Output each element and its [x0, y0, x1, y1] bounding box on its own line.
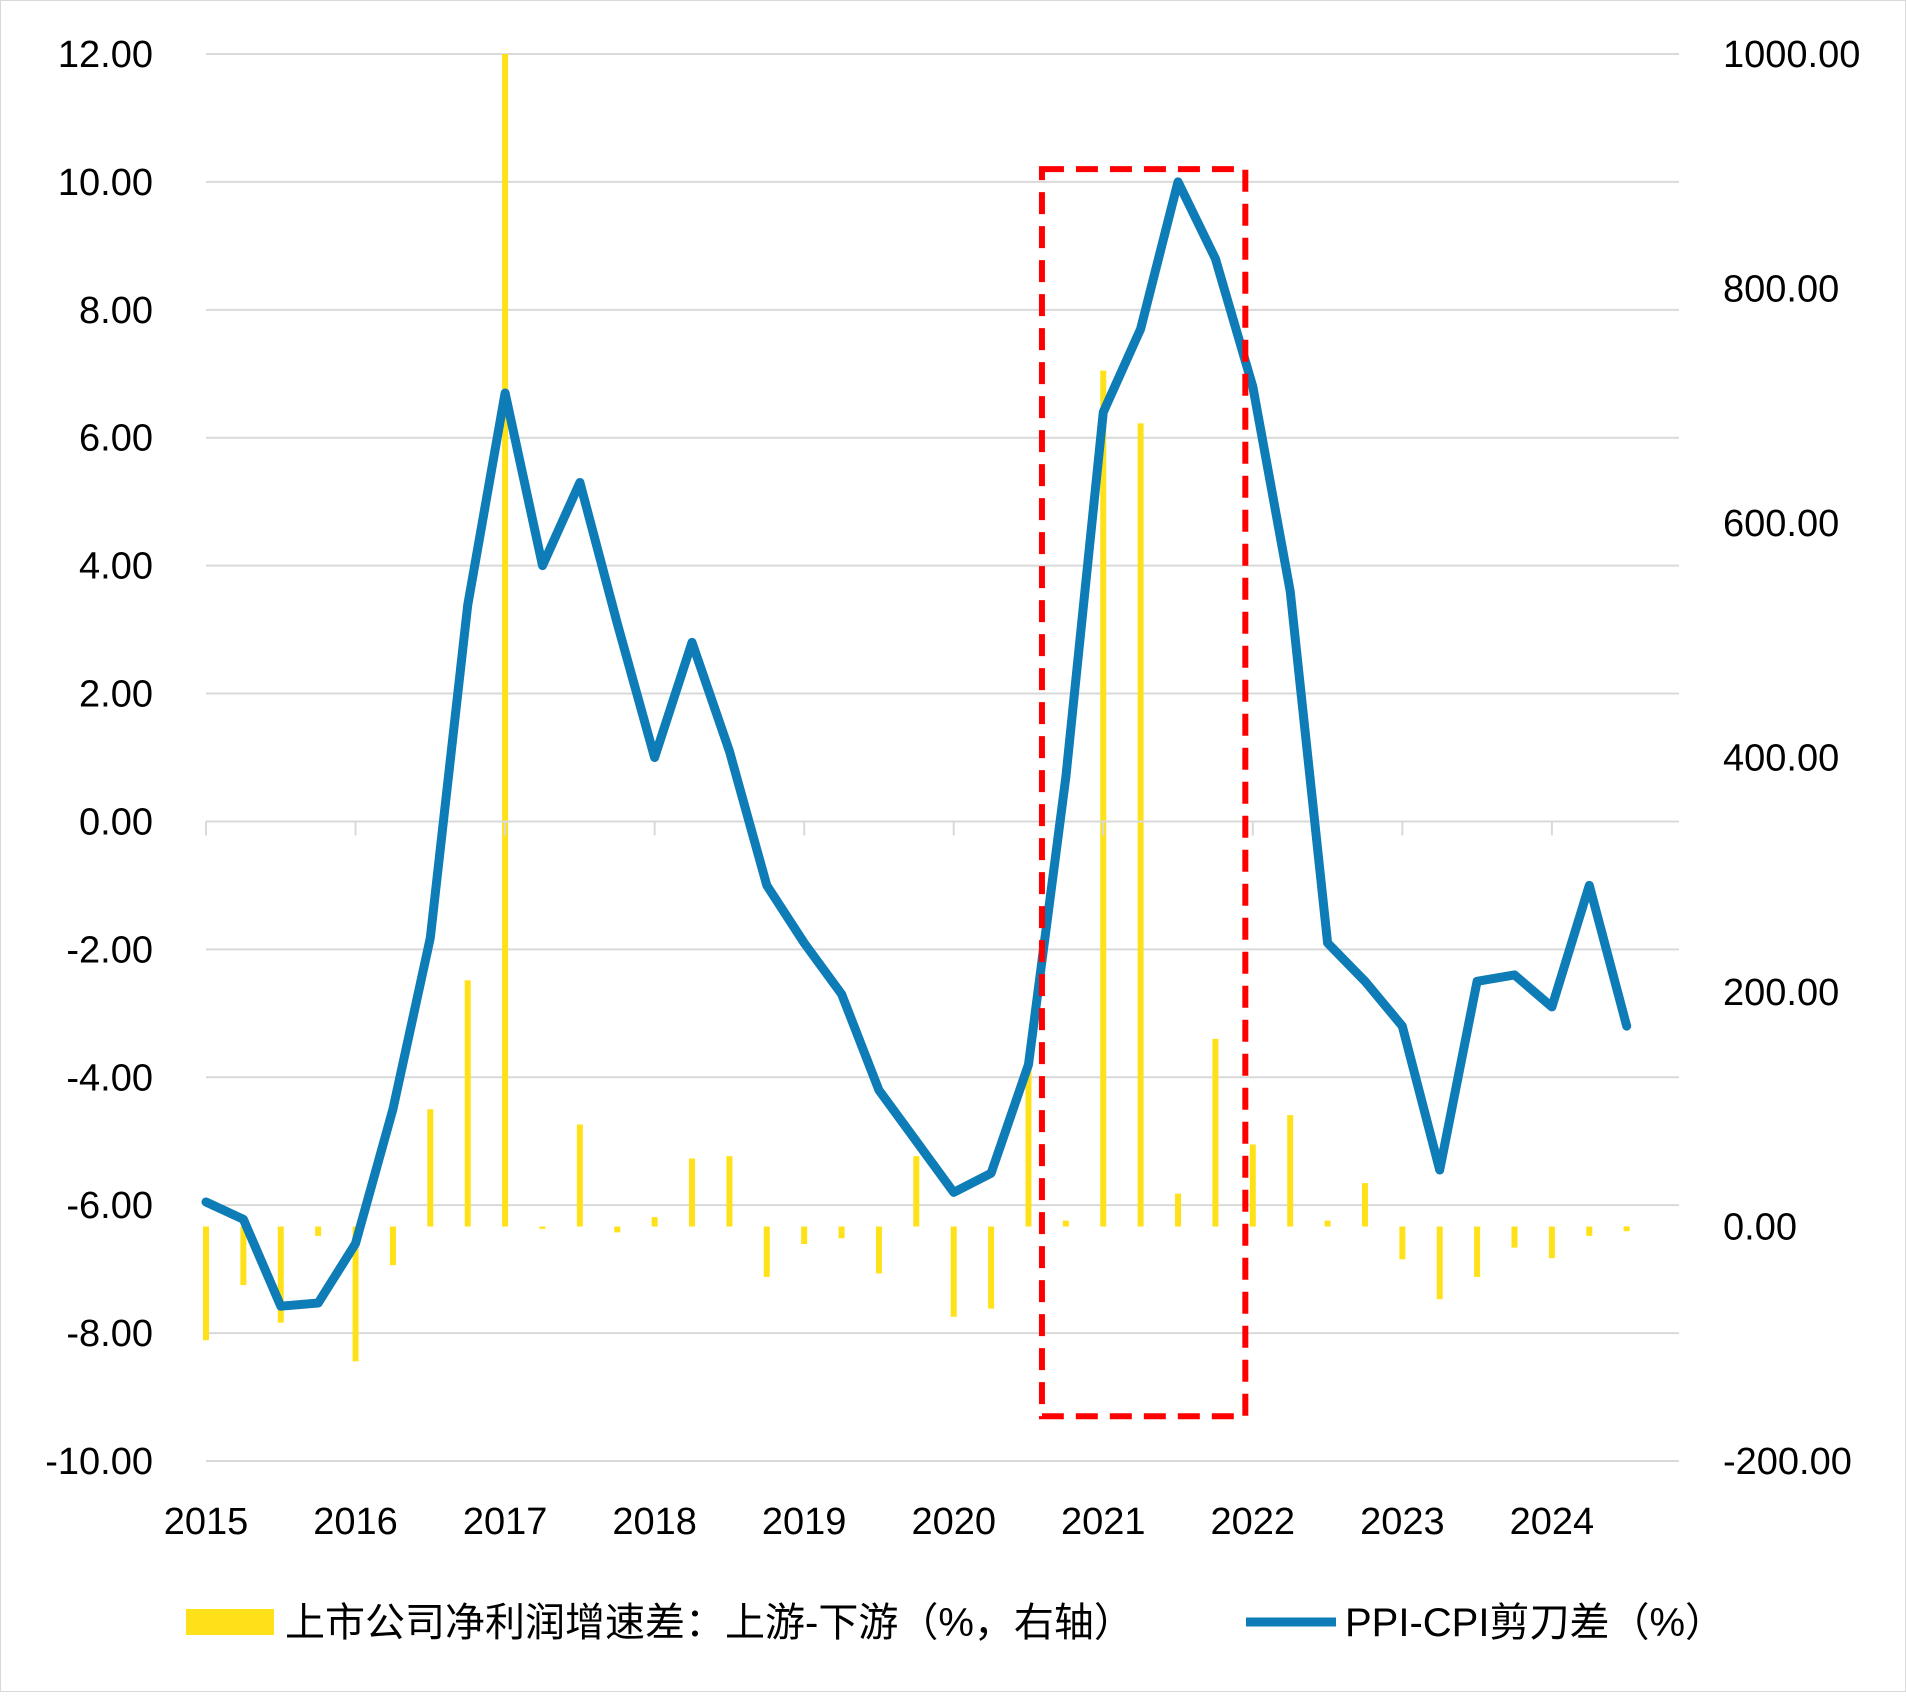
legend: 上市公司净利润增速差：上游-下游（%，右轴） PPI-CPI剪刀差（%） — [186, 1601, 1725, 1645]
left-tick-label: -10.00 — [45, 1441, 153, 1483]
bar — [389, 1226, 396, 1266]
bar — [1287, 1115, 1294, 1227]
bar — [689, 1158, 696, 1227]
bar — [240, 1226, 247, 1286]
bar-series — [203, 54, 1630, 1362]
left-tick-label: 0.00 — [79, 801, 153, 843]
bar — [763, 1226, 770, 1277]
bar — [651, 1217, 658, 1227]
x-tick-label: 2023 — [1360, 1501, 1445, 1543]
bar — [1623, 1226, 1630, 1232]
bar — [950, 1226, 957, 1317]
bar — [464, 980, 471, 1227]
right-tick-label: 600.00 — [1723, 503, 1839, 545]
bar — [203, 1226, 209, 1341]
bar — [1474, 1226, 1481, 1277]
bar — [988, 1226, 995, 1309]
left-tick-label: 10.00 — [58, 162, 153, 204]
x-axis-labels: 2015 2016 2017 2018 2019 2020 2021 2022 2023 2024 — [164, 1501, 1594, 1543]
right-tick-label: 0.00 — [1723, 1207, 1797, 1249]
left-tick-label: 6.00 — [79, 418, 153, 460]
bar — [315, 1226, 322, 1236]
bar — [277, 1226, 284, 1323]
left-tick-label: -8.00 — [66, 1313, 153, 1355]
left-tick-label: -4.00 — [66, 1057, 153, 1099]
right-tick-label: -200.00 — [1723, 1441, 1852, 1483]
bar — [352, 1226, 359, 1362]
left-tick-label: -2.00 — [66, 929, 153, 971]
right-tick-label: 200.00 — [1723, 972, 1839, 1014]
bar — [1548, 1226, 1555, 1259]
bar — [875, 1226, 882, 1274]
x-tick-label: 2019 — [762, 1501, 847, 1543]
left-tick-label: 8.00 — [79, 290, 153, 332]
bar — [1511, 1226, 1518, 1248]
legend-bar-label: 上市公司净利润增速差：上游-下游（%，右轴） — [285, 1601, 1134, 1645]
legend-bar-swatch — [186, 1609, 274, 1635]
bar — [913, 1156, 920, 1227]
bar — [1212, 1038, 1219, 1227]
legend-line-label: PPI-CPI剪刀差（%） — [1345, 1601, 1725, 1645]
x-tick-label: 2021 — [1061, 1501, 1146, 1543]
right-axis-ticks: 1000.00 800.00 600.00 400.00 200.00 0.00 -200.… — [1723, 34, 1860, 1483]
bar — [1175, 1193, 1182, 1227]
left-tick-label: 12.00 — [58, 34, 153, 76]
right-tick-label: 1000.00 — [1723, 34, 1860, 76]
bar — [1324, 1220, 1331, 1227]
gridlines — [206, 53, 1679, 1462]
x-tick-label: 2022 — [1211, 1501, 1296, 1543]
bar — [1361, 1183, 1368, 1227]
x-tick-label: 2017 — [463, 1501, 548, 1543]
bar — [539, 1226, 546, 1229]
left-tick-label: -6.00 — [66, 1185, 153, 1227]
bar — [502, 54, 509, 1227]
left-axis-ticks: 12.00 10.00 8.00 6.00 4.00 2.00 0.00 -2.00 -4.00… — [45, 34, 153, 1483]
highlight-box — [1038, 166, 1249, 1420]
bar — [1586, 1226, 1593, 1236]
dashed-highlight-rect — [1038, 166, 1249, 1420]
bar — [427, 1109, 434, 1227]
bar — [838, 1226, 845, 1239]
bar — [1436, 1226, 1443, 1300]
bar — [1249, 1144, 1256, 1227]
bar — [1137, 423, 1144, 1227]
bar — [801, 1226, 808, 1245]
left-tick-label: 4.00 — [79, 546, 153, 588]
bar — [614, 1226, 621, 1233]
bar — [1025, 1062, 1032, 1227]
right-tick-label: 800.00 — [1723, 269, 1839, 311]
bar — [1399, 1226, 1406, 1260]
x-axis — [205, 820, 1679, 836]
x-tick-label: 2015 — [164, 1501, 249, 1543]
x-tick-label: 2020 — [911, 1501, 996, 1543]
x-tick-label: 2016 — [313, 1501, 398, 1543]
x-tick-label: 2024 — [1510, 1501, 1595, 1543]
line-series — [201, 177, 1632, 1311]
bar — [726, 1156, 733, 1227]
bar — [576, 1124, 583, 1227]
bar — [1100, 370, 1107, 1227]
x-tick-label: 2018 — [612, 1501, 697, 1543]
bar — [1062, 1220, 1069, 1227]
ppi-cpi-line — [201, 177, 1632, 1311]
left-tick-label: 2.00 — [79, 674, 153, 716]
right-tick-label: 400.00 — [1723, 738, 1839, 780]
